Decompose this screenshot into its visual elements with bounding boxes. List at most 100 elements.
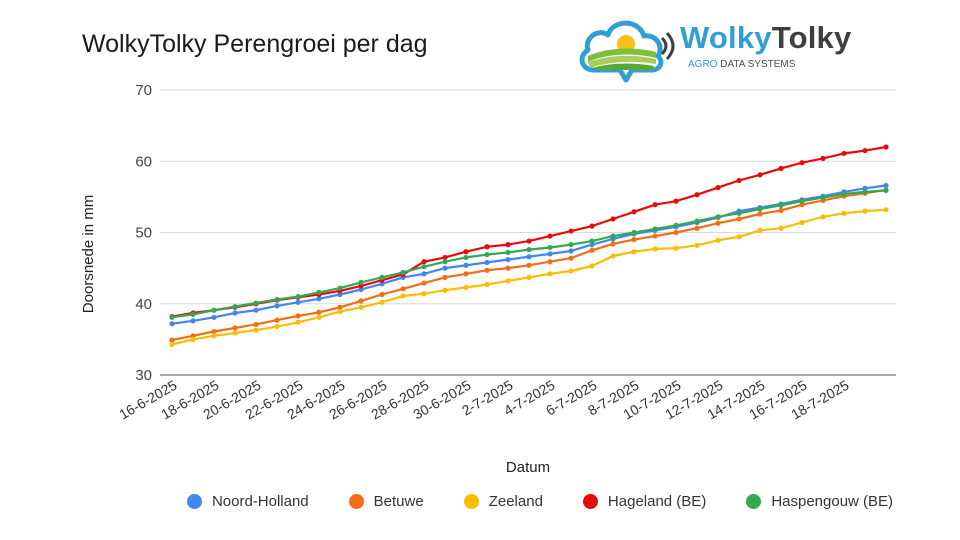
data-point <box>232 310 238 316</box>
data-point <box>799 160 805 166</box>
data-point <box>883 182 889 189</box>
data-point <box>547 233 553 239</box>
data-point <box>505 265 511 271</box>
data-point <box>631 209 637 215</box>
data-point <box>673 245 679 251</box>
data-point <box>169 314 175 320</box>
data-point <box>253 321 259 328</box>
data-point <box>190 333 196 339</box>
data-point <box>694 225 700 231</box>
data-point <box>358 304 364 310</box>
logo-tagline: AGRO DATA SYSTEMS <box>688 59 795 70</box>
data-point <box>610 233 616 239</box>
data-point <box>316 296 322 302</box>
data-point <box>484 281 490 288</box>
data-point <box>274 296 280 303</box>
grid-lines <box>160 89 896 376</box>
data-point <box>526 247 532 253</box>
series-hageland-be <box>169 144 889 320</box>
data-point <box>463 284 469 290</box>
data-point <box>379 291 385 298</box>
data-point <box>421 264 427 270</box>
y-tick-label: 50 <box>135 225 152 242</box>
data-point <box>253 307 259 313</box>
data-point <box>484 267 490 273</box>
data-point <box>589 263 595 269</box>
data-point <box>568 242 574 248</box>
legend-marker <box>582 493 598 509</box>
data-point <box>190 311 196 318</box>
data-point <box>463 271 469 277</box>
data-point <box>190 318 196 324</box>
data-point <box>232 330 238 336</box>
y-tick-label: 60 <box>135 153 152 170</box>
data-point <box>316 314 322 320</box>
logo-wordmark: WolkyTolky <box>680 20 851 56</box>
data-point <box>778 207 784 214</box>
data-point <box>211 307 217 313</box>
data-point <box>169 321 175 327</box>
data-point <box>421 259 427 265</box>
data-point <box>526 238 532 244</box>
data-point <box>442 265 448 271</box>
data-point <box>400 269 406 275</box>
data-point <box>610 253 616 259</box>
data-point <box>610 241 616 247</box>
data-point <box>610 216 616 222</box>
data-point <box>715 237 721 243</box>
data-point <box>316 289 322 295</box>
data-point <box>484 251 490 258</box>
data-point <box>505 256 511 263</box>
data-point <box>232 304 238 310</box>
data-point <box>337 285 343 291</box>
data-point <box>883 144 889 150</box>
legend-label: Hageland (BE) <box>607 492 707 510</box>
data-point <box>568 248 574 254</box>
data-point <box>673 229 679 236</box>
data-point <box>484 259 490 266</box>
data-point <box>337 304 343 310</box>
data-point <box>736 234 742 240</box>
data-point <box>757 211 763 217</box>
data-point <box>463 249 469 255</box>
data-point <box>358 279 364 285</box>
data-point <box>757 172 763 178</box>
data-point <box>652 233 658 239</box>
y-tick-label: 40 <box>135 296 152 313</box>
data-point <box>547 271 553 277</box>
data-point <box>841 150 847 157</box>
data-point <box>736 177 742 184</box>
data-point <box>820 194 826 201</box>
data-point <box>799 198 805 204</box>
legend-label: Betuwe <box>373 492 424 510</box>
data-point <box>547 251 553 257</box>
data-point <box>841 191 847 197</box>
data-point <box>694 218 700 224</box>
data-point <box>442 254 448 261</box>
logo-wordmark-tolky: Tolky <box>771 20 852 55</box>
data-point <box>169 337 175 343</box>
data-point <box>715 185 721 191</box>
data-point <box>778 165 784 171</box>
data-point <box>589 238 595 244</box>
data-point <box>631 249 637 255</box>
legend-marker <box>463 493 479 509</box>
data-point <box>295 313 301 319</box>
data-point <box>400 293 406 299</box>
data-point <box>631 237 637 243</box>
data-point <box>442 274 448 280</box>
legend-item: Hageland (BE) <box>582 492 707 510</box>
data-point <box>547 259 553 265</box>
data-point <box>463 254 469 261</box>
data-point <box>589 242 595 248</box>
data-point <box>337 291 343 298</box>
data-point <box>211 328 217 335</box>
data-point <box>757 206 763 212</box>
legend-item: Zeeland <box>463 493 543 510</box>
data-point <box>883 187 889 194</box>
series-zeeland <box>169 207 889 347</box>
legend-item: Noord-Holland <box>186 493 309 510</box>
data-point <box>736 216 742 222</box>
data-point <box>358 298 364 304</box>
